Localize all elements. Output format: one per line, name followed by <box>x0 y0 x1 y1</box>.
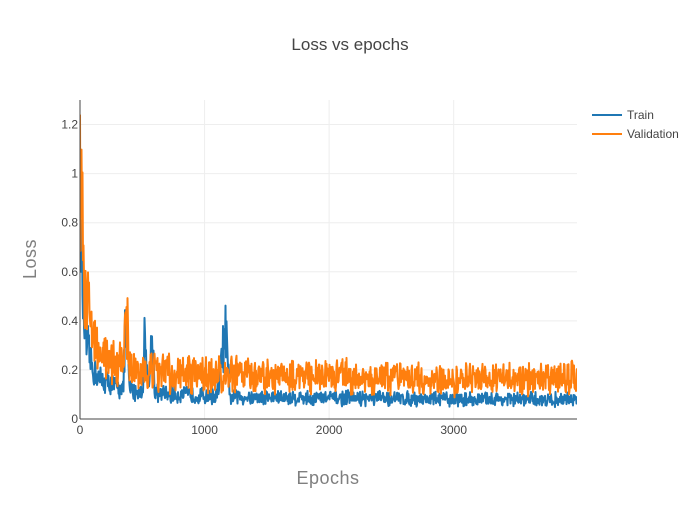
y-tick-label: 0 <box>71 412 78 426</box>
x-tick-label: 2000 <box>316 423 343 437</box>
chart-title: Loss vs epochs <box>291 35 408 54</box>
legend: Train Validation <box>592 108 679 141</box>
y-tick-label: 0.4 <box>61 314 78 328</box>
legend-label-train: Train <box>627 108 654 122</box>
x-axis-title: Epochs <box>296 468 359 488</box>
y-tick-label: 1.2 <box>61 118 78 132</box>
y-tick-label: 0.2 <box>61 363 78 377</box>
y-tick-label: 1 <box>71 167 78 181</box>
y-tick-label: 0.8 <box>61 216 78 230</box>
series-layer <box>80 115 577 407</box>
x-tick-label: 3000 <box>440 423 467 437</box>
y-tick-label: 0.6 <box>61 265 78 279</box>
series-line-validation <box>80 115 577 398</box>
x-tick-label: 1000 <box>191 423 218 437</box>
legend-label-validation: Validation <box>627 127 679 141</box>
y-axis-title: Loss <box>20 239 40 279</box>
